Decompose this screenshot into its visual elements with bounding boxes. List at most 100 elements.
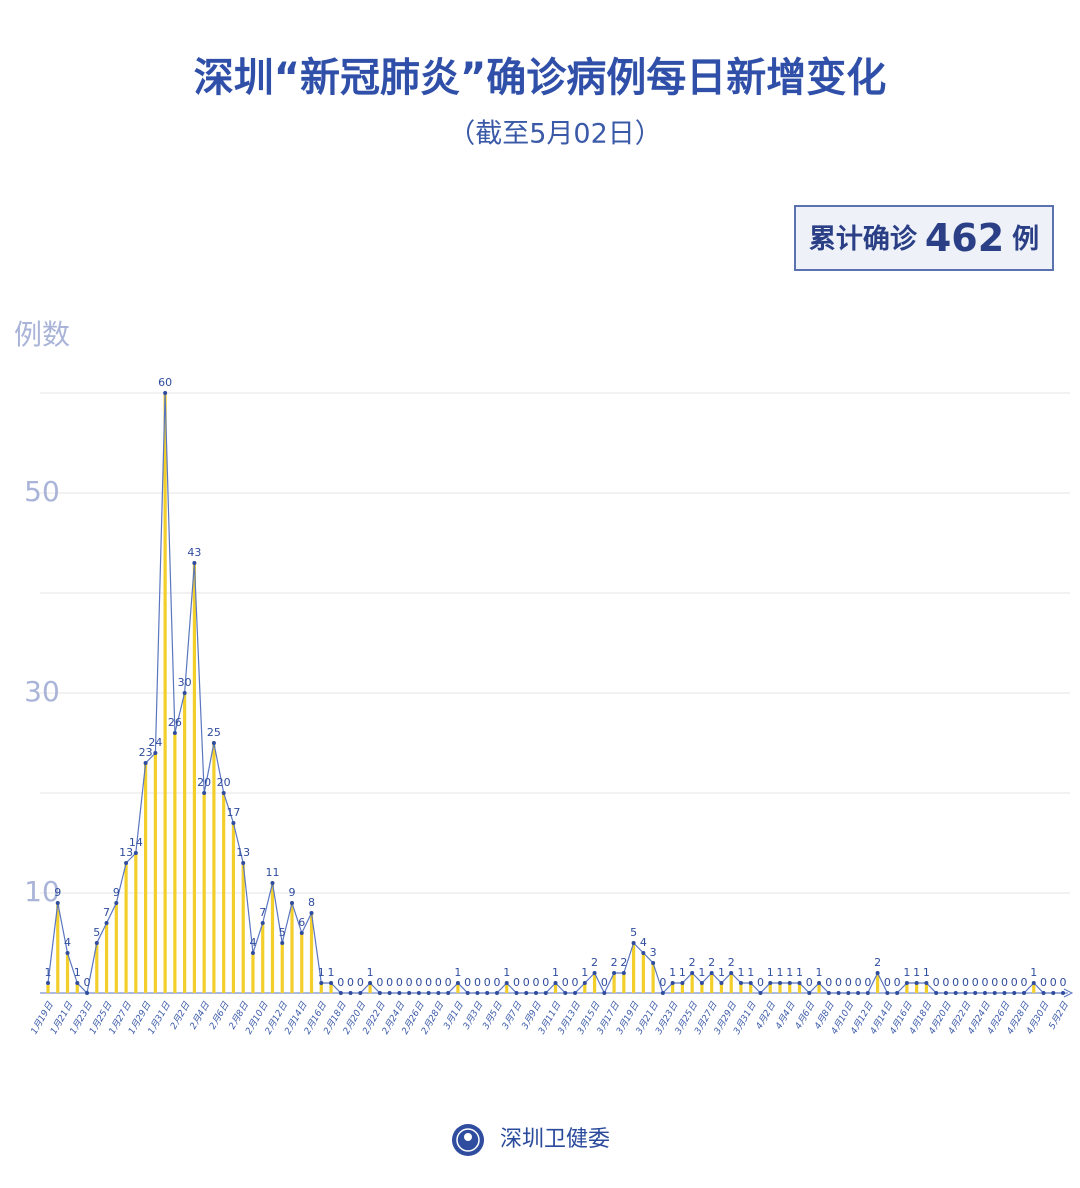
data-label: 0 xyxy=(396,976,403,989)
point xyxy=(377,991,382,995)
point xyxy=(172,731,177,735)
point xyxy=(963,991,968,995)
data-label: 1 xyxy=(767,966,774,979)
bar xyxy=(134,853,138,993)
point xyxy=(699,981,704,985)
data-label: 7 xyxy=(103,906,110,919)
data-label: 9 xyxy=(289,886,296,899)
point xyxy=(192,561,197,565)
point xyxy=(563,991,568,995)
point xyxy=(407,991,412,995)
bar xyxy=(241,863,245,993)
data-label: 1 xyxy=(737,966,744,979)
data-label: 9 xyxy=(113,886,120,899)
data-label: 1 xyxy=(45,966,52,979)
point xyxy=(621,971,626,975)
data-label: 1 xyxy=(923,966,930,979)
data-label: 20 xyxy=(197,776,211,789)
point xyxy=(748,981,753,985)
data-label: 5 xyxy=(630,926,637,939)
point xyxy=(104,921,109,925)
data-label: 30 xyxy=(178,676,192,689)
point xyxy=(426,991,431,995)
data-label: 0 xyxy=(357,976,364,989)
bar xyxy=(778,983,782,993)
point xyxy=(602,991,607,995)
y-axis-label: 例数 xyxy=(14,318,70,351)
bar xyxy=(680,983,684,993)
bar xyxy=(719,983,724,993)
source-logo xyxy=(452,1124,484,1156)
point xyxy=(143,761,148,765)
data-label: 13 xyxy=(236,846,250,859)
point xyxy=(1031,981,1036,985)
point xyxy=(651,961,656,965)
data-label: 0 xyxy=(513,976,520,989)
point xyxy=(182,691,187,695)
bar xyxy=(641,953,645,993)
data-label: 23 xyxy=(139,746,153,759)
point xyxy=(787,981,792,985)
bar xyxy=(671,983,675,993)
point xyxy=(846,991,851,995)
data-label: 60 xyxy=(158,376,172,389)
point xyxy=(280,941,285,945)
data-label: 4 xyxy=(640,936,647,949)
data-label: 1 xyxy=(747,966,754,979)
data-label: 1 xyxy=(669,966,676,979)
point xyxy=(241,861,246,865)
data-label: 2 xyxy=(591,956,598,969)
point xyxy=(114,901,119,905)
data-label: 1 xyxy=(698,966,705,979)
data-label: 1 xyxy=(454,966,461,979)
point xyxy=(573,991,578,995)
data-label: 0 xyxy=(981,976,988,989)
point xyxy=(729,971,734,975)
total-box xyxy=(794,205,1054,271)
bar xyxy=(46,983,50,993)
point xyxy=(865,991,870,995)
point xyxy=(738,981,743,985)
total-suffix: 例 xyxy=(1012,224,1039,255)
data-label: 43 xyxy=(187,546,201,559)
bar xyxy=(456,983,460,993)
point xyxy=(943,991,948,995)
x-tick-label: 5月2日 xyxy=(1047,999,1072,1031)
data-label: 1 xyxy=(913,966,920,979)
bar xyxy=(104,923,109,993)
data-label: 0 xyxy=(855,976,862,989)
point xyxy=(348,991,353,995)
point xyxy=(778,981,782,985)
bar xyxy=(739,983,743,993)
bar xyxy=(212,743,216,993)
data-label: 0 xyxy=(933,976,940,989)
bar xyxy=(700,983,704,993)
bar xyxy=(622,973,626,993)
data-label: 0 xyxy=(659,976,666,989)
point xyxy=(1002,991,1007,995)
data-label: 0 xyxy=(884,976,891,989)
data-label: 1 xyxy=(318,966,325,979)
point xyxy=(75,981,80,985)
data-label: 0 xyxy=(952,976,959,989)
bar xyxy=(65,953,70,993)
data-label: 0 xyxy=(1021,976,1028,989)
point xyxy=(504,981,509,985)
bar xyxy=(788,983,792,993)
point xyxy=(1061,991,1066,995)
bar xyxy=(612,973,616,993)
total-prefix: 累计确诊 xyxy=(809,223,918,255)
data-label: 9 xyxy=(54,886,61,899)
data-label: 0 xyxy=(406,976,413,989)
bar xyxy=(153,753,157,993)
point xyxy=(338,991,343,995)
data-label: 0 xyxy=(445,976,452,989)
bar xyxy=(183,693,187,993)
point xyxy=(436,991,441,995)
data-label: 1 xyxy=(816,966,823,979)
point xyxy=(358,991,363,995)
point xyxy=(631,941,636,945)
source: 深圳卫健委 xyxy=(500,1127,610,1152)
data-label: 0 xyxy=(1050,976,1057,989)
data-label: 14 xyxy=(129,836,143,849)
